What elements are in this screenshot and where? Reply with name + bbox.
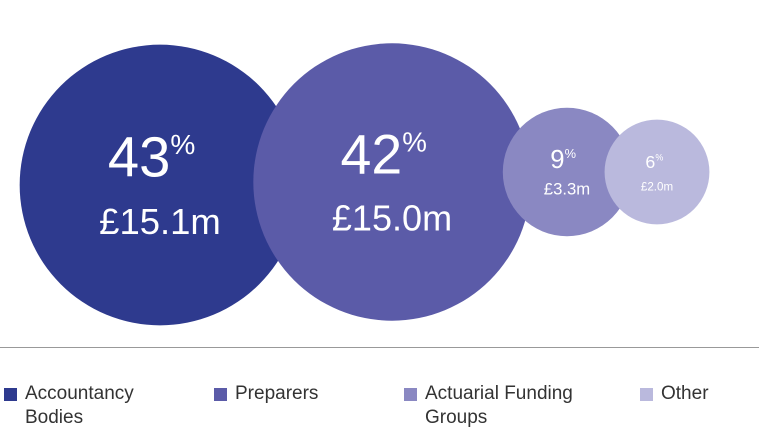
legend-item: Accountancy Bodies: [4, 382, 184, 430]
legend-item: Other: [640, 382, 750, 406]
percent-unit: %: [170, 129, 195, 160]
bubble: [502, 107, 632, 237]
legend-swatch: [404, 388, 417, 401]
percent-unit: %: [655, 153, 663, 163]
bubble: [253, 43, 531, 321]
legend-label: Other: [661, 383, 709, 404]
percent-label: 6%: [645, 152, 663, 172]
percent-value: 42: [340, 124, 402, 186]
percent-value: 9: [550, 146, 564, 174]
legend-item: Actuarial Funding Groups: [404, 382, 624, 430]
legend-swatch: [640, 388, 653, 401]
percent-unit: %: [402, 126, 427, 157]
bubble-chart: 43% £15.1m 42% £15.0m 9% £3.3m 6% £2.0m: [19, 43, 710, 326]
percent-unit: %: [565, 146, 576, 161]
bubble: [19, 44, 301, 326]
amount-label: £2.0m: [641, 181, 673, 193]
legend-label: Actuarial Funding Groups: [425, 383, 573, 428]
percent-label: 9%: [550, 146, 576, 174]
amount-label: £15.0m: [332, 198, 452, 239]
divider: [0, 347, 759, 348]
percent-label: 43%: [108, 126, 195, 189]
legend-label: Preparers: [235, 383, 319, 404]
amount-label: £15.1m: [99, 201, 221, 242]
legend-label: Accountancy Bodies: [25, 383, 134, 428]
legend: Accountancy Bodies Preparers Actuarial Fun…: [0, 382, 759, 441]
legend-item: Preparers: [214, 382, 364, 406]
amount-label: £3.3m: [544, 179, 590, 198]
percent-value: 6: [645, 152, 655, 172]
percent-label: 42%: [340, 124, 426, 186]
legend-swatch: [4, 388, 17, 401]
bubble: [604, 119, 710, 225]
percent-value: 43: [108, 126, 170, 189]
legend-swatch: [214, 388, 227, 401]
